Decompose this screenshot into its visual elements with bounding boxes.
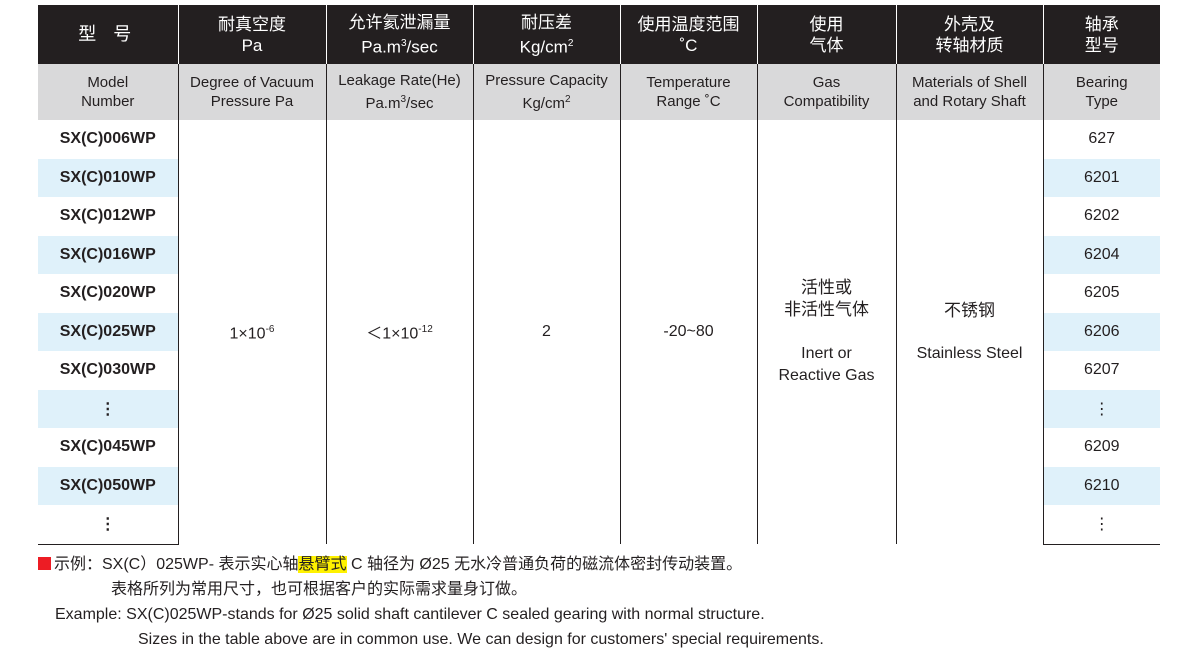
header-en-2: Leakage Rate(He) Pa.m3/sec (325, 64, 473, 120)
material-cell: 不锈钢 Stainless Steel (895, 120, 1043, 544)
model-cell: SX(C)030WP (59, 361, 156, 379)
note-en-2: Sizes in the table above are in common u… (138, 631, 824, 648)
header-cn-0: 型 号 (38, 5, 178, 64)
header-cn-1: 耐真空度 Pa (177, 5, 326, 64)
red-square-marker (38, 557, 51, 570)
model-cell: SX(C)010WP (38, 158, 178, 197)
bearing-cell: 6205 (1042, 274, 1160, 313)
notes: 示例：SX(C）025WP- 表示实心轴悬臂式 C 轴径为 Ø25 无水冷普通负… (38, 552, 824, 652)
header-cn-2: 允许氦泄漏量 Pa.m3/sec (325, 5, 473, 64)
bearing-cell: 6201 (1042, 158, 1160, 197)
model-cell: SX(C)045WP (59, 438, 156, 456)
model-cell: SX(C)050WP (38, 466, 178, 505)
model-cell: SX(C)006WP (59, 130, 156, 148)
note-cn-2: 表格所列为常用尺寸，也可根据客户的实际需求量身订做。 (111, 581, 528, 598)
table-row: SX(C)016WP 6204 (38, 235, 1160, 274)
header-cn-3: 耐压差 Kg/cm2 (472, 5, 620, 64)
table-row: ⋮ ⋮ (38, 505, 1160, 545)
model-cell: SX(C)016WP (38, 235, 178, 274)
gas-cell: 活性或 非活性气体 Inert or Reactive Gas (756, 120, 896, 544)
note-en-1: Example: SX(C)025WP-stands for Ø25 solid… (55, 606, 765, 623)
bearing-cell: 627 (1042, 120, 1160, 159)
model-cell: SX(C)020WP (59, 284, 156, 302)
bearing-cell: 6206 (1042, 312, 1160, 351)
table-row: SX(C)030WP 6207 (38, 351, 1160, 390)
model-cell: SX(C)025WP (38, 312, 178, 351)
header-en-6: Materials of Shell and Rotary Shaft (895, 64, 1043, 120)
bearing-cell: 6210 (1042, 466, 1160, 505)
header-en-1: Degree of Vacuum Pressure Pa (177, 64, 326, 120)
header-en-0: Model Number (38, 64, 178, 120)
table-row: SX(C)025WP 6206 (38, 312, 1160, 351)
header-en-7: Bearing Type (1042, 64, 1160, 120)
bearing-cell: ⋮ (1042, 505, 1160, 545)
leak-cell: ＜1×10-12 (325, 120, 473, 544)
model-cell: SX(C)012WP (59, 207, 156, 225)
bearing-cell: ⋮ (1042, 389, 1160, 428)
model-cell: ⋮ (38, 505, 178, 545)
note-cn-1: 示例：SX(C）025WP- 表示实心轴悬臂式 C 轴径为 Ø25 无水冷普通负… (38, 552, 824, 577)
header-cn-4: 使用温度范围 ˚C (619, 5, 757, 64)
table-row: SX(C)050WP 6210 (38, 466, 1160, 505)
bearing-cell: 6209 (1042, 428, 1160, 467)
table-row: SX(C)010WP 6201 (38, 158, 1160, 197)
temperature-cell: -20~80 (619, 120, 757, 544)
spec-table: 型 号耐真空度 Pa 允许氦泄漏量 Pa.m3/sec 耐压差 Kg/cm2 使用温度范围 ˚… (38, 5, 1160, 545)
bearing-cell: 6204 (1042, 235, 1160, 274)
table-row: SX(C)012WP 6202 (38, 197, 1160, 236)
highlighted-text: 悬臂式 (298, 556, 347, 573)
header-en-4: Temperature Range ˚C (619, 64, 757, 120)
table-row: ⋮ ⋮ (38, 389, 1160, 428)
table-row: SX(C)020WP 6205 (38, 274, 1160, 313)
table-row: SX(C)045WP 6209 (38, 428, 1160, 467)
header-en-3: Pressure Capacity Kg/cm2 (472, 64, 620, 120)
header-cn-6: 外壳及 转轴材质 (895, 5, 1043, 64)
header-cn-7: 轴承 型号 (1042, 5, 1160, 64)
header-en-5: Gas Compatibility (756, 64, 896, 120)
bearing-cell: 6207 (1042, 351, 1160, 390)
model-cell: ⋮ (38, 389, 178, 428)
pressure-cell: 2 (472, 120, 620, 544)
vacuum-cell: 1×10-6 (177, 120, 326, 544)
table-row: SX(C)006WP 1×10-6 ＜1×10-12 2 -20~80 活性或 非活性气体 I… (38, 120, 1160, 544)
header-cn-5: 使用 气体 (756, 5, 896, 64)
bearing-cell: 6202 (1042, 197, 1160, 236)
